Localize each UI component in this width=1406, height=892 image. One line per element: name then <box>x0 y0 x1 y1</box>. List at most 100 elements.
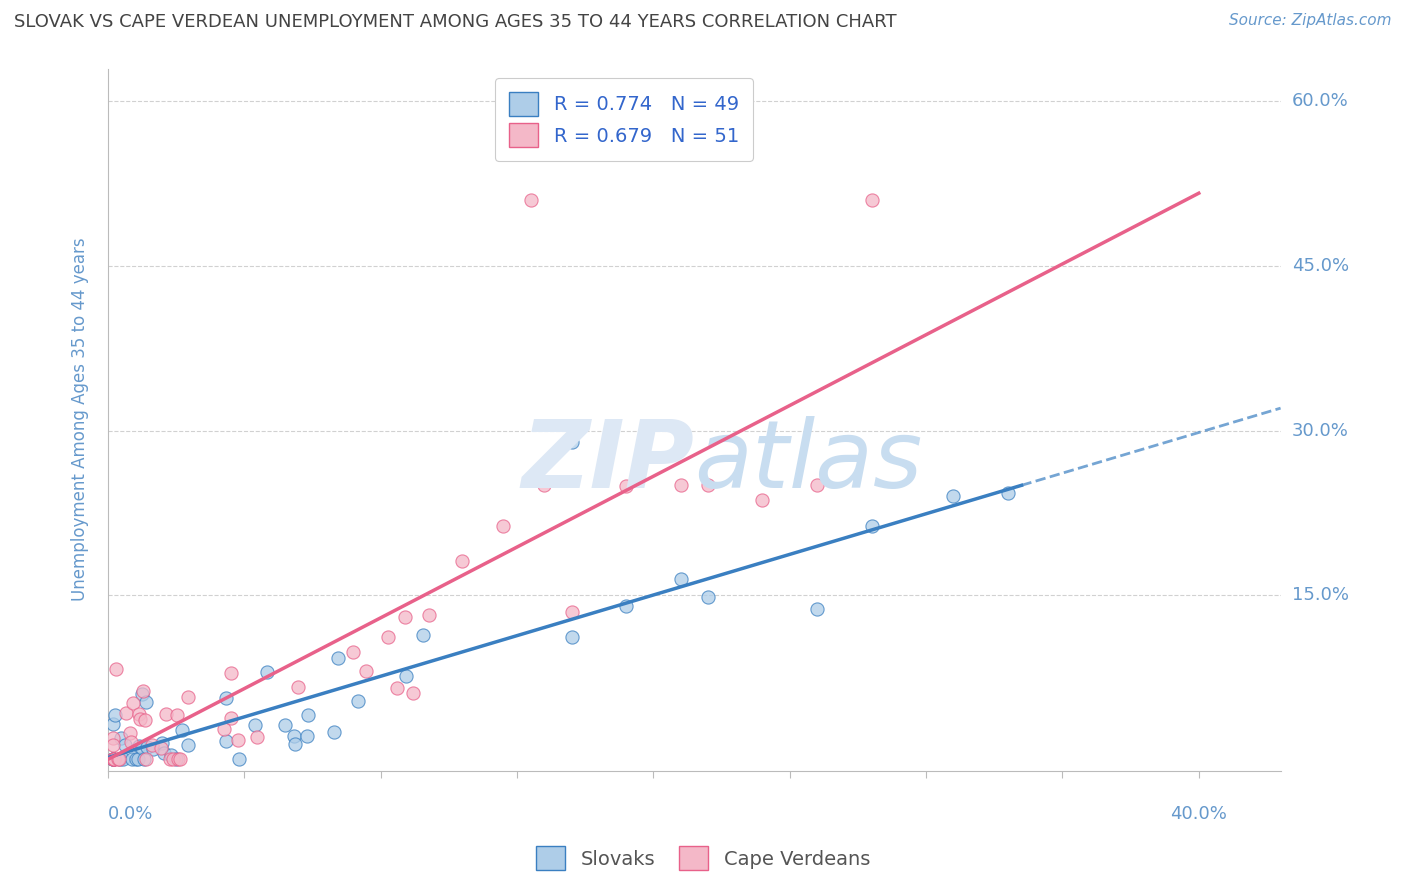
Point <box>614 479 637 493</box>
Point <box>103 739 125 753</box>
Point <box>274 717 297 731</box>
Point <box>387 681 409 696</box>
Point <box>519 193 541 207</box>
Point <box>221 710 243 724</box>
Text: 60.0%: 60.0% <box>1292 93 1348 111</box>
Point <box>107 752 129 766</box>
Point <box>219 665 242 680</box>
Point <box>228 752 250 766</box>
Point <box>356 664 378 678</box>
Point <box>214 722 236 736</box>
Text: Source: ZipAtlas.com: Source: ZipAtlas.com <box>1229 13 1392 29</box>
Point <box>104 707 127 722</box>
Point <box>215 734 238 748</box>
Point <box>226 733 249 747</box>
Point <box>103 752 125 766</box>
Point <box>451 554 474 568</box>
Point <box>561 630 583 644</box>
Point <box>346 694 368 708</box>
Point <box>243 718 266 732</box>
Point <box>159 752 181 766</box>
Point <box>860 519 883 533</box>
Point <box>103 752 125 766</box>
Point <box>167 752 190 766</box>
Point <box>132 684 155 698</box>
Point <box>697 590 720 604</box>
Point <box>103 752 125 766</box>
Point <box>121 752 143 766</box>
Point <box>402 685 425 699</box>
Text: ZIP: ZIP <box>522 416 695 508</box>
Point <box>165 752 187 766</box>
Point <box>942 489 965 503</box>
Point <box>166 707 188 722</box>
Text: 15.0%: 15.0% <box>1292 586 1348 604</box>
Point <box>806 601 828 615</box>
Point <box>246 731 269 745</box>
Point <box>155 706 177 721</box>
Point <box>297 708 319 723</box>
Point <box>561 434 583 449</box>
Point <box>150 736 173 750</box>
Point <box>669 572 692 586</box>
Point <box>177 738 200 752</box>
Point <box>326 650 349 665</box>
Point <box>125 752 148 766</box>
Text: 40.0%: 40.0% <box>1170 805 1227 823</box>
Legend: Slovaks, Cape Verdeans: Slovaks, Cape Verdeans <box>529 838 877 878</box>
Point <box>295 730 318 744</box>
Legend: R = 0.774   N = 49, R = 0.679   N = 51: R = 0.774 N = 49, R = 0.679 N = 51 <box>495 78 752 161</box>
Point <box>131 741 153 756</box>
Point <box>533 478 555 492</box>
Point <box>103 716 125 731</box>
Point <box>103 731 125 746</box>
Point <box>287 680 309 694</box>
Text: atlas: atlas <box>695 417 922 508</box>
Point <box>128 706 150 721</box>
Point <box>112 752 135 766</box>
Point <box>377 630 399 644</box>
Point <box>120 735 142 749</box>
Point <box>103 752 125 766</box>
Text: 30.0%: 30.0% <box>1292 422 1348 440</box>
Point <box>107 752 129 766</box>
Point <box>860 193 883 207</box>
Text: SLOVAK VS CAPE VERDEAN UNEMPLOYMENT AMONG AGES 35 TO 44 YEARS CORRELATION CHART: SLOVAK VS CAPE VERDEAN UNEMPLOYMENT AMON… <box>14 13 897 31</box>
Point <box>806 478 828 492</box>
Point <box>395 669 418 683</box>
Point <box>108 752 131 766</box>
Point <box>110 731 132 746</box>
Point <box>103 752 125 766</box>
Point <box>127 752 149 766</box>
Point <box>697 478 720 492</box>
Point <box>169 752 191 766</box>
Point <box>103 752 125 766</box>
Point <box>104 662 127 676</box>
Point <box>120 726 142 740</box>
Text: 45.0%: 45.0% <box>1292 257 1348 275</box>
Point <box>142 742 165 756</box>
Point <box>342 645 364 659</box>
Point <box>160 748 183 763</box>
Point <box>150 741 173 756</box>
Point <box>614 599 637 613</box>
Point <box>114 738 136 752</box>
Point <box>176 690 198 705</box>
Point <box>128 712 150 726</box>
Point <box>215 691 238 706</box>
Point <box>122 696 145 710</box>
Point <box>418 608 440 623</box>
Point <box>131 687 153 701</box>
Point <box>172 723 194 737</box>
Point <box>136 740 159 755</box>
Point <box>162 752 184 766</box>
Text: 0.0%: 0.0% <box>108 805 153 823</box>
Point <box>256 665 278 680</box>
Point <box>561 605 583 619</box>
Point <box>492 519 515 533</box>
Point <box>751 492 773 507</box>
Point <box>284 737 307 751</box>
Point <box>134 713 156 727</box>
Point <box>115 706 138 720</box>
Point <box>412 627 434 641</box>
